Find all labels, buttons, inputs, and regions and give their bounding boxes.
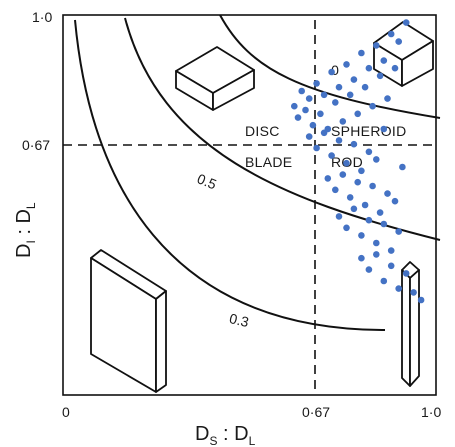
data-point — [294, 114, 302, 121]
data-point — [358, 254, 365, 262]
data-point — [395, 228, 403, 235]
data-point — [365, 266, 373, 273]
curve-label-0-7: 0 — [331, 62, 339, 78]
curve-label-0-3: 0.3 — [228, 310, 251, 330]
plot-frame — [62, 14, 437, 396]
data-point — [395, 285, 403, 292]
data-point — [350, 76, 358, 83]
data-point — [402, 270, 410, 277]
curve-0-7 — [219, 14, 441, 119]
disc-shape-icon — [175, 46, 255, 111]
data-point — [309, 121, 317, 129]
data-point — [291, 102, 298, 110]
y-tick-mid: 0·67 — [22, 137, 50, 153]
data-point — [354, 110, 362, 118]
data-points-layer — [291, 19, 425, 304]
data-point — [343, 61, 350, 68]
data-point — [346, 194, 354, 201]
data-point — [384, 190, 391, 197]
data-point — [350, 205, 358, 213]
data-point — [380, 125, 388, 133]
data-point — [354, 178, 362, 186]
data-point — [339, 118, 347, 125]
data-point — [380, 277, 388, 285]
data-point — [332, 99, 339, 106]
data-point — [373, 239, 380, 247]
data-point — [376, 209, 384, 216]
x-axis-title: DS : DL — [195, 423, 256, 447]
curve-0-3 — [74, 19, 386, 331]
data-point — [339, 171, 347, 178]
data-point — [335, 83, 343, 91]
data-point — [313, 80, 320, 87]
data-point — [332, 186, 339, 194]
data-point — [335, 137, 343, 144]
data-point — [391, 197, 399, 205]
curve-label-0-5: 0.5 — [195, 170, 219, 192]
data-point — [305, 133, 313, 140]
data-point — [350, 140, 358, 148]
data-point — [343, 159, 350, 167]
data-point — [320, 91, 328, 99]
data-point — [417, 296, 425, 304]
data-point — [410, 289, 417, 296]
data-point — [365, 216, 373, 224]
data-point — [384, 95, 391, 102]
data-point — [365, 64, 373, 72]
y-tick-top: 1·0 — [32, 9, 52, 25]
data-point — [317, 110, 324, 118]
data-point — [365, 148, 373, 156]
curve-0-5 — [124, 17, 441, 241]
data-point — [380, 57, 388, 64]
zone-label-spheroid: SPHEROID — [331, 123, 407, 139]
data-point — [328, 68, 335, 76]
data-point — [387, 30, 395, 38]
data-point — [358, 167, 365, 175]
data-point — [369, 182, 376, 190]
x-tick-mid: 0·67 — [302, 404, 330, 420]
spheroid-shape-icon — [373, 21, 434, 87]
data-point — [373, 42, 380, 49]
data-point — [369, 102, 376, 110]
data-point — [380, 220, 388, 228]
data-point — [373, 251, 380, 258]
zone-label-disc: DISC — [245, 123, 280, 139]
data-point — [402, 19, 410, 26]
data-point — [335, 213, 343, 220]
data-point — [302, 106, 309, 114]
rod-shape-icon — [401, 261, 420, 387]
data-point — [387, 262, 395, 270]
data-point — [346, 91, 354, 99]
data-point — [376, 72, 384, 80]
data-point — [328, 152, 335, 159]
data-point — [391, 64, 399, 72]
data-point — [387, 247, 395, 254]
data-point — [358, 49, 365, 57]
data-point — [313, 144, 320, 152]
y-axis-title: DI : DL — [13, 202, 38, 258]
blade-shape-icon — [90, 249, 167, 393]
data-point — [358, 232, 365, 239]
data-point — [399, 163, 406, 171]
data-point — [373, 156, 380, 163]
x-tick-max: 1·0 — [421, 404, 441, 420]
data-point — [320, 129, 328, 137]
data-point — [324, 175, 332, 182]
zone-label-blade: BLADE — [245, 154, 292, 170]
data-point — [361, 201, 369, 209]
data-point — [305, 95, 313, 102]
data-point — [395, 38, 403, 45]
x-tick-zero: 0 — [62, 404, 70, 420]
data-point — [298, 87, 306, 95]
data-point — [361, 83, 369, 91]
data-point — [343, 224, 350, 232]
